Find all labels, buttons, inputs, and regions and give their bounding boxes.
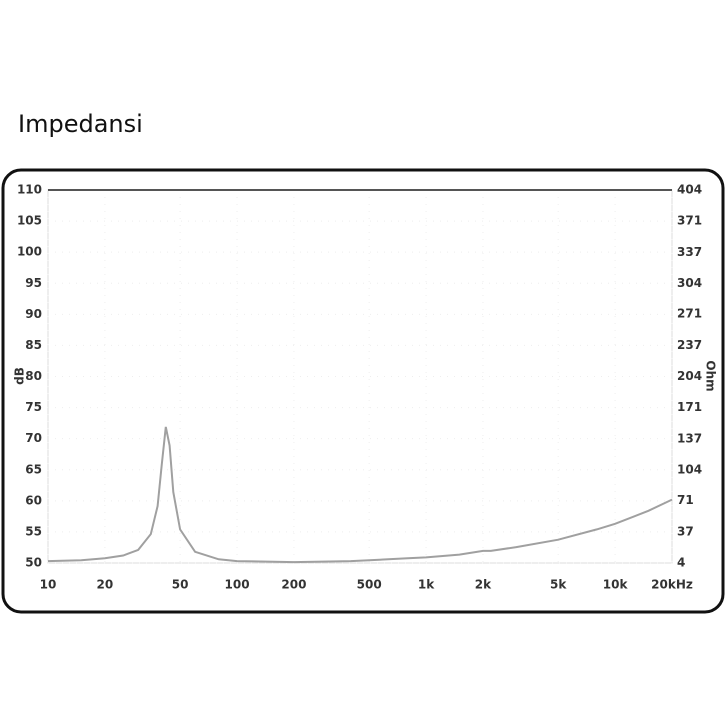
y2-tick-label: 371 (677, 213, 702, 227)
y-tick-label: 55 (25, 524, 42, 538)
x-tick-label: 5k (550, 578, 567, 592)
y2-axis-label: Ohm (704, 360, 718, 391)
y-tick-label: 65 (25, 462, 42, 476)
x-tick-label: 20kHz (651, 578, 693, 592)
y-tick-label: 95 (25, 276, 42, 290)
y2-tick-label: 4 (677, 556, 685, 570)
y2-tick-label: 37 (677, 525, 694, 539)
x-tick-label: 200 (281, 578, 306, 592)
y-tick-label: 80 (25, 369, 42, 383)
y-axis-label: dB (13, 367, 27, 385)
x-tick-label: 500 (357, 578, 382, 592)
y-tick-label: 85 (25, 338, 42, 352)
y-tick-label: 110 (17, 183, 42, 197)
y2-tick-label: 304 (677, 276, 702, 290)
y2-tick-label: 237 (677, 338, 702, 352)
chart-title: Impedansi (18, 110, 143, 138)
y2-tick-label: 137 (677, 431, 702, 445)
y2-tick-label: 404 (677, 183, 702, 197)
y-tick-label: 60 (25, 493, 42, 507)
y2-tick-label: 71 (677, 493, 694, 507)
y2-tick-label: 271 (677, 307, 702, 321)
y-tick-label: 50 (25, 556, 42, 570)
x-tick-label: 2k (475, 578, 492, 592)
y2-tick-label: 337 (677, 245, 702, 259)
y-tick-label: 90 (25, 307, 42, 321)
y-tick-label: 70 (25, 431, 42, 445)
x-tick-label: 10 (40, 578, 57, 592)
y-tick-label: 105 (17, 214, 42, 228)
x-tick-label: 10k (603, 578, 629, 592)
y2-tick-label: 204 (677, 369, 702, 383)
x-tick-label: 100 (225, 578, 250, 592)
y-tick-label: 75 (25, 400, 42, 414)
impedance-line (47, 426, 673, 564)
y-tick-label: 100 (17, 245, 42, 259)
plot-area (47, 189, 673, 564)
x-tick-label: 50 (172, 578, 189, 592)
x-tick-label: 20 (97, 578, 114, 592)
x-tick-label: 1k (418, 578, 435, 592)
y2-tick-label: 104 (677, 462, 702, 476)
y2-tick-label: 171 (677, 400, 702, 414)
